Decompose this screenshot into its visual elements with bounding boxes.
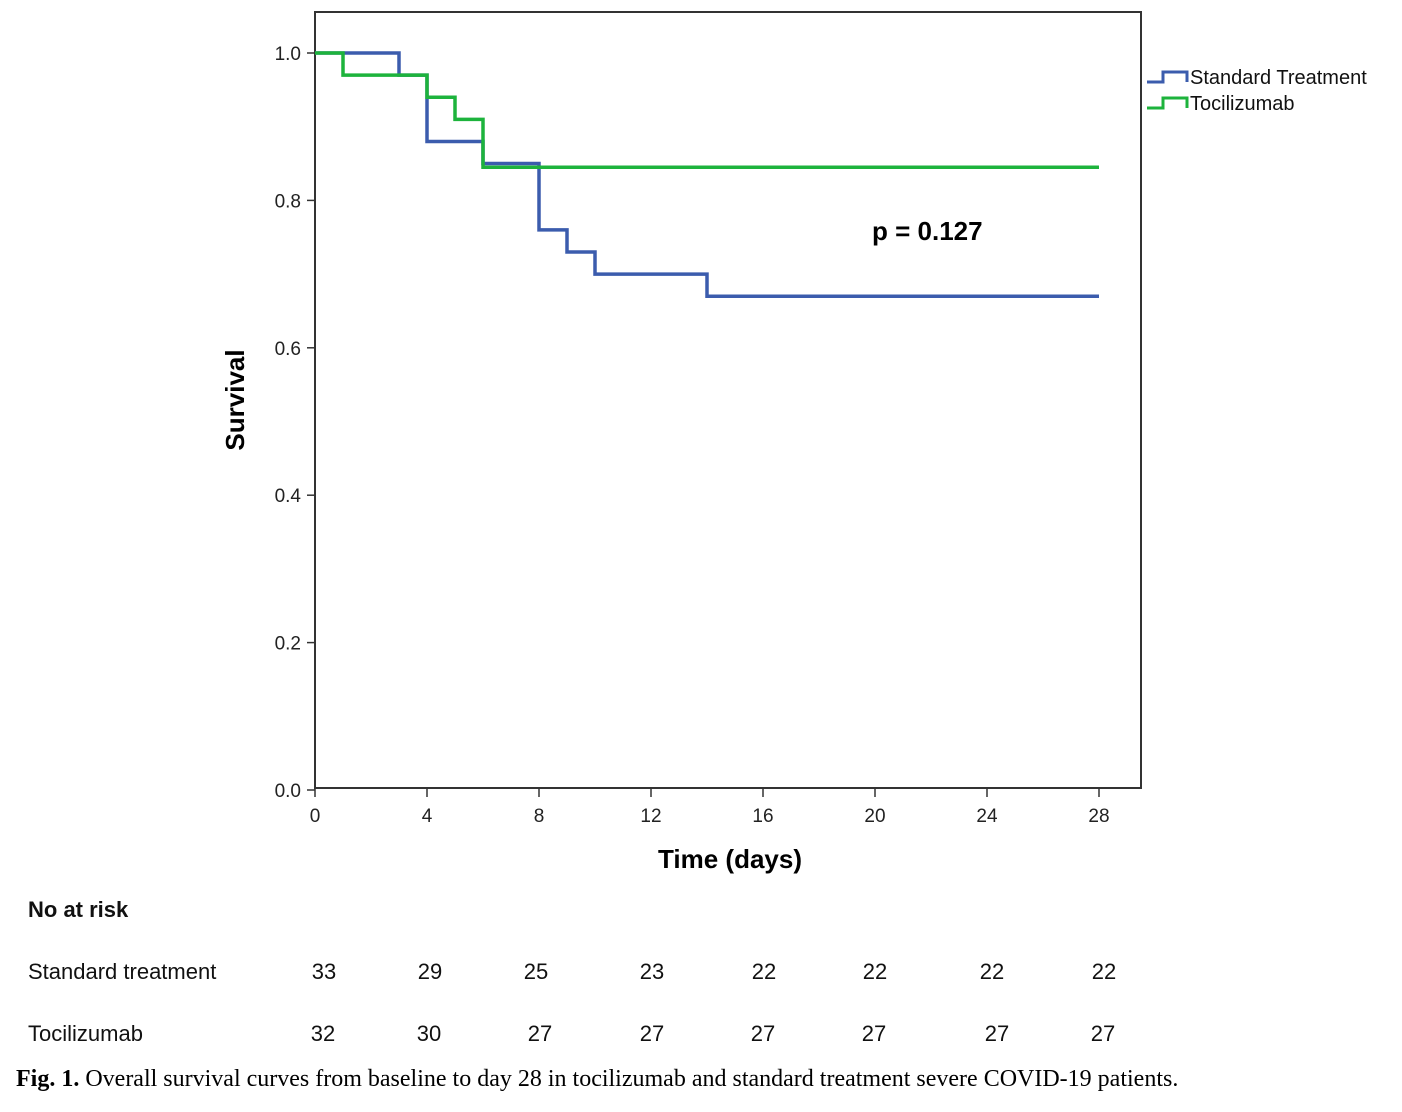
y-tick-label: 0.8 [275,191,301,212]
survival-chart: 0.0 0.2 0.4 0.6 0.8 1.0 0 4 8 12 16 20 24 28 Time (d… [220,11,1367,874]
risk-cell: 27 [527,1021,553,1046]
y-tick-label: 0.0 [275,781,301,802]
p-value-annotation: p = 0.127 [872,216,983,246]
x-axis-title: Time (days) [658,844,802,874]
x-tick-label: 8 [534,806,545,827]
legend-label-tocilizumab: Tocilizumab [1190,93,1294,115]
risk-cell: 30 [416,1021,442,1046]
risk-cell: 29 [417,959,443,984]
risk-cell: 23 [639,959,665,984]
risk-cell: 22 [979,959,1005,984]
x-tick-label: 16 [752,806,773,827]
risk-cell: 25 [523,959,549,984]
risk-table-title: No at risk [28,897,129,922]
y-tick-label: 0.2 [275,634,301,655]
risk-cell: 33 [311,959,337,984]
y-axis: 0.0 0.2 0.4 0.6 0.8 1.0 [275,44,315,802]
x-tick-label: 0 [310,806,321,827]
figure-caption-text: Overall survival curves from baseline to… [79,1066,1179,1092]
legend: Standard Treatment Tocilizumab [1147,67,1367,115]
y-tick-label: 0.4 [275,486,302,507]
legend-label-standard: Standard Treatment [1190,67,1367,89]
risk-cell: 27 [984,1021,1010,1046]
risk-row-label: Tocilizumab [28,1021,143,1046]
x-axis: 0 4 8 12 16 20 24 28 [310,788,1110,827]
x-tick-label: 20 [864,806,885,827]
plot-frame [314,11,1142,789]
figure-caption: Fig. 1. Overall survival curves from bas… [16,1066,1178,1093]
y-tick-label: 1.0 [275,44,301,65]
risk-cell: 27 [861,1021,887,1046]
risk-cell: 27 [750,1021,776,1046]
risk-cell: 22 [751,959,777,984]
x-tick-label: 12 [640,806,661,827]
risk-row-label: Standard treatment [28,959,217,984]
x-tick-label: 4 [422,806,433,827]
y-axis-title: Survival [220,349,250,450]
series-line-tocilizumab [315,51,1099,169]
risk-cell: 32 [310,1021,336,1046]
figure-label: Fig. 1. [16,1066,80,1092]
x-tick-label: 28 [1088,806,1109,827]
series-line-standard-treatment [315,51,1099,298]
survival-curves [315,51,1099,298]
y-tick-label: 0.6 [275,339,301,360]
risk-cell: 22 [862,959,888,984]
risk-cell: 27 [1090,1021,1116,1046]
legend-swatch-standard [1147,70,1189,84]
x-tick-label: 24 [976,806,998,827]
legend-swatch-tocilizumab [1147,96,1189,110]
risk-cell: 27 [639,1021,665,1046]
risk-cell: 22 [1091,959,1117,984]
